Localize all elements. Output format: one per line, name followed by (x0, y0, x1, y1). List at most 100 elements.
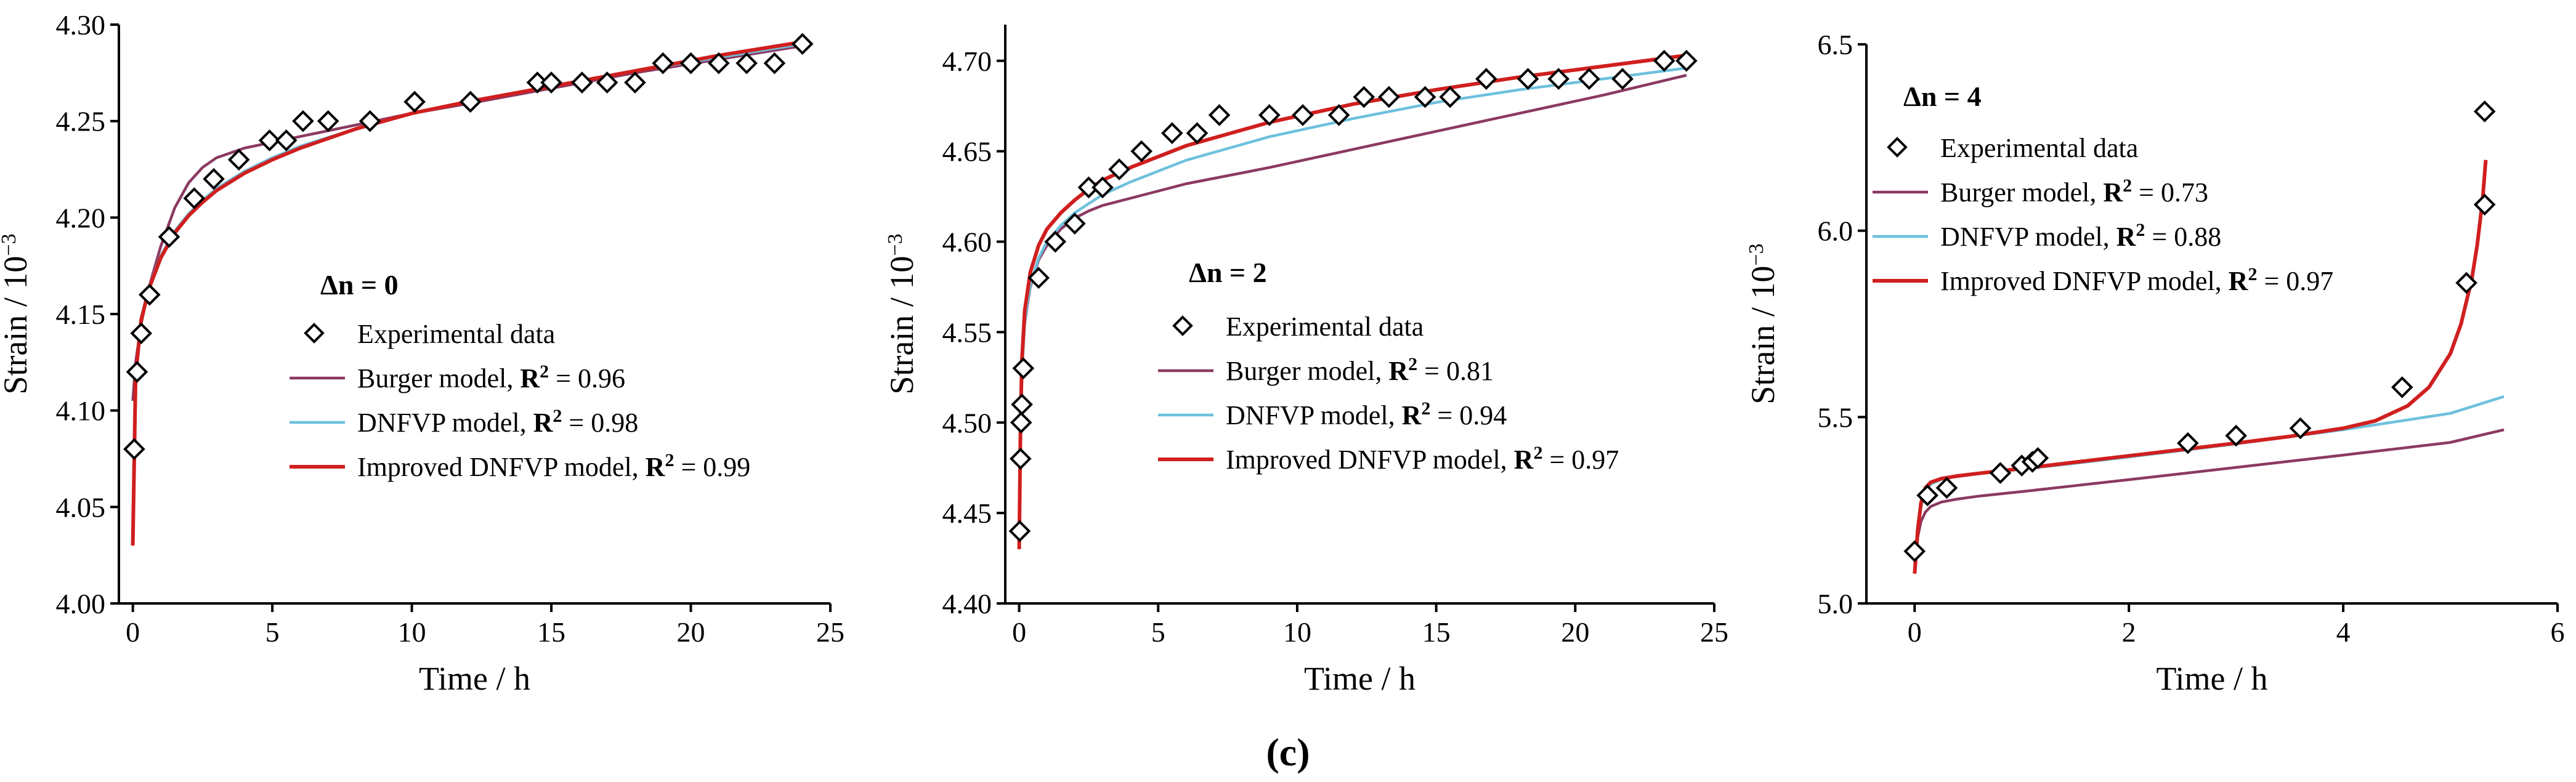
experimental-point (183, 187, 206, 209)
experimental-point (1653, 49, 1675, 72)
experimental-point (126, 361, 148, 383)
experimental-point (123, 438, 145, 461)
y-tick-label: 5.5 (1818, 401, 1853, 433)
x-tick-label: 10 (398, 616, 426, 648)
experimental-point (2473, 100, 2496, 123)
y-axis-title: Strain / 10−3 (883, 233, 920, 394)
experimental-point (1186, 122, 1209, 145)
experimental-point (1989, 462, 2012, 484)
legend-label-experimental: Experimental data (1226, 312, 1424, 342)
x-tick-label: 15 (537, 616, 565, 648)
legend-label-experimental: Experimental data (357, 319, 555, 349)
legend-marker-experimental (304, 323, 325, 344)
experimental-point (459, 91, 482, 113)
experimental-point (138, 283, 161, 306)
x-tick-label: 4 (2336, 616, 2351, 648)
chart-panel-2: 0 2 4 6 5.0 5.5 6.0 6.5 Time / h Strain / 10−3 Δn … (1744, 29, 2565, 697)
y-tick-label: 4.25 (56, 106, 106, 137)
legend-label-burger: Burger model, R2 = 0.81 (1226, 354, 1494, 387)
legend: Experimental data Burger model, R2 = 0.81… (1158, 312, 1619, 475)
experimental-point (596, 71, 618, 94)
experimental-point (1675, 49, 1698, 72)
y-tick-label: 4.05 (56, 491, 106, 523)
experimental-point (258, 129, 281, 151)
experimental-point (2027, 447, 2049, 469)
experimental-point (1009, 448, 1032, 470)
experimental-point (1010, 411, 1032, 434)
experimental-point (1378, 86, 1400, 108)
experimental-point (1935, 477, 1958, 499)
y-axis-exponent: −3 (1745, 243, 1768, 265)
experimental-point (707, 52, 730, 75)
experimental-point (1092, 176, 1114, 199)
experimental-point (1011, 393, 1033, 416)
experimental-point (2177, 432, 2199, 454)
y-axis-title: Strain / 10−3 (1744, 243, 1781, 404)
y-tick-label: 4.40 (942, 588, 992, 619)
experimental-point (1292, 104, 1314, 126)
experimental-point (571, 71, 593, 94)
x-tick-label: 6 (2551, 616, 2565, 648)
y-tick-label: 4.55 (942, 316, 992, 348)
experimental-point (1903, 540, 1926, 563)
experimental-point (1611, 68, 1634, 90)
experimental-point (158, 225, 180, 248)
experimental-point (203, 167, 225, 190)
legend: Experimental data Burger model, R2 = 0.73… (1873, 133, 2333, 296)
y-tick-label: 4.50 (942, 407, 992, 438)
series-line-improved (1017, 53, 1687, 549)
experimental-point (2289, 417, 2312, 440)
experimental-point (1327, 104, 1350, 126)
experimental-point (1130, 140, 1153, 163)
figure-label: (c) (1266, 730, 1310, 774)
legend-label-improved: Improved DNFVP model, R2 = 0.97 (1940, 264, 2333, 297)
chart-panel-0: 0 5 10 15 20 25 4.00 4.05 4.10 4.15 4.20 4.25 4.30 Ti… (0, 9, 844, 697)
experimental-point (652, 52, 674, 75)
experimental-point (1353, 86, 1375, 108)
y-tick-label: 4.65 (942, 136, 992, 167)
delta-n-label: Δn = 0 (320, 269, 399, 300)
x-tick-label: 0 (1012, 616, 1026, 648)
legend: Experimental data Burger model, R2 = 0.96… (290, 319, 750, 482)
legend-label-burger: Burger model, R2 = 0.96 (357, 361, 625, 394)
experimental-point (2391, 376, 2413, 398)
experimental-point (1012, 357, 1035, 379)
x-tick-label: 2 (2122, 616, 2136, 648)
y-tick-label: 6.5 (1818, 29, 1853, 60)
experimental-point (1547, 68, 1570, 90)
experimental-point (540, 71, 562, 94)
experimental-point (735, 52, 758, 75)
legend-label-burger: Burger model, R2 = 0.73 (1940, 175, 2208, 208)
legend-label-dnfvp: DNFVP model, R2 = 0.88 (1940, 220, 2221, 252)
series-line-dnfvp (1913, 395, 2505, 570)
delta-n-label: Δn = 2 (1189, 257, 1267, 288)
x-tick-label: 20 (677, 616, 705, 648)
experimental-point (1027, 267, 1050, 289)
experimental-point (227, 148, 250, 171)
experimental-point (317, 110, 339, 132)
experimental-point (1439, 86, 1462, 108)
legend-label-dnfvp: DNFVP model, R2 = 0.98 (357, 406, 638, 438)
x-tick-label: 15 (1422, 616, 1451, 648)
experimental-point (791, 33, 814, 55)
legend-label-improved: Improved DNFVP model, R2 = 0.97 (1226, 443, 1619, 475)
legend-label-dnfvp: DNFVP model, R2 = 0.94 (1226, 398, 1507, 431)
y-tick-label: 6.0 (1818, 216, 1853, 247)
experimental-point (292, 110, 314, 132)
y-tick-label: 4.15 (56, 299, 106, 330)
experimental-point (1160, 122, 1183, 145)
y-tick-label: 5.0 (1818, 588, 1853, 619)
y-tick-label: 4.20 (56, 202, 106, 233)
experimental-point (1578, 68, 1600, 90)
x-tick-label: 5 (1151, 616, 1165, 648)
experimental-point (1064, 212, 1086, 235)
experimental-point (2455, 272, 2477, 294)
y-tick-label: 4.70 (942, 46, 992, 77)
experimental-point (1475, 68, 1497, 90)
experimental-point (275, 129, 298, 151)
y-tick-label: 4.60 (942, 227, 992, 258)
experimental-point (358, 110, 381, 132)
experimental-point (2473, 193, 2496, 216)
delta-n-label: Δn = 4 (1903, 81, 1982, 112)
